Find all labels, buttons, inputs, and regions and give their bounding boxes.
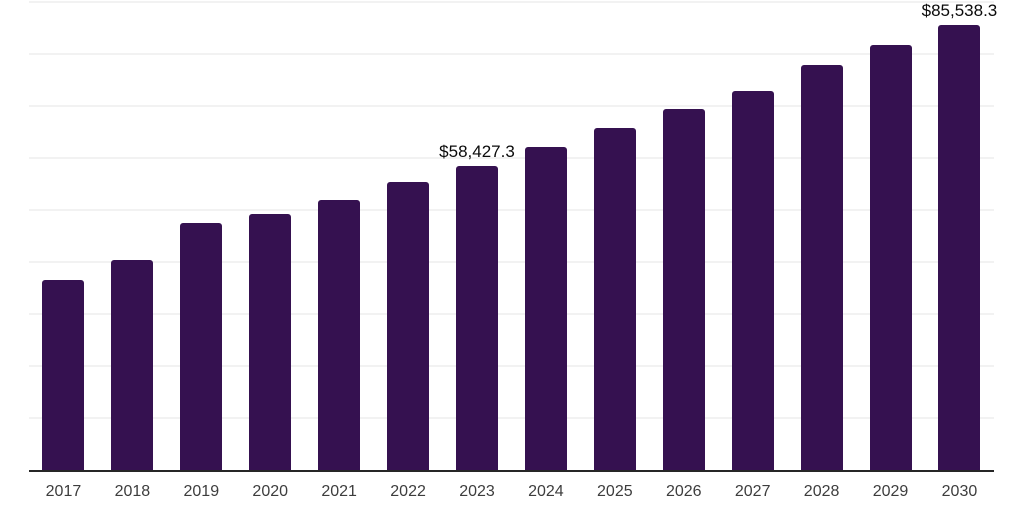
bar-value-label-2030: $85,538.3 <box>921 1 998 21</box>
gridline <box>29 365 994 367</box>
bar-2018 <box>111 260 154 470</box>
bar-2017 <box>42 279 85 470</box>
x-tick-label-2020: 2020 <box>252 483 289 500</box>
x-tick-label-2024: 2024 <box>528 483 564 500</box>
bar-slot-2027 <box>718 2 787 470</box>
gridline <box>29 53 994 55</box>
x-tick-label-2027: 2027 <box>734 483 771 500</box>
x-tick-label-2022: 2022 <box>390 483 426 500</box>
x-tick-label-2028: 2028 <box>803 483 840 500</box>
bar-slot-2030: $85,538.3 <box>922 1 997 470</box>
bar-2024 <box>524 147 567 470</box>
x-tick-label-2017: 2017 <box>45 483 82 500</box>
bar-slot-2018 <box>98 2 167 470</box>
gridline <box>29 209 994 211</box>
gridline <box>29 261 994 263</box>
bar-2026 <box>662 109 705 470</box>
x-tick-label-2019: 2019 <box>183 483 220 500</box>
bar-slot-2021 <box>305 2 374 470</box>
gridline <box>29 105 994 107</box>
plot-area: $58,427.3 $85,538.3 <box>29 1 997 472</box>
bar-slot-2029 <box>856 2 925 470</box>
bars-layer: $58,427.3 $85,538.3 <box>29 1 997 470</box>
bar-slot-2017 <box>29 2 98 470</box>
x-tick-label-2029: 2029 <box>872 483 909 500</box>
gridline <box>29 157 994 159</box>
bar-slot-2024 <box>511 2 580 470</box>
x-tick-label-2025: 2025 <box>597 483 633 500</box>
x-axis-labels: 2017 2018 2019 2020 2021 2022 2023 2024 2025 2026… <box>29 482 994 502</box>
gridline <box>29 1 994 3</box>
x-axis-line <box>29 470 994 472</box>
gridline <box>29 313 994 315</box>
bar-slot-2023: $58,427.3 <box>439 2 515 470</box>
bar-slot-2020 <box>236 2 305 470</box>
bar-slot-2025 <box>580 2 649 470</box>
x-tick-label-2021: 2021 <box>321 483 357 500</box>
x-tick-label-2018: 2018 <box>114 483 151 500</box>
gridline <box>29 417 994 419</box>
x-tick-label-2023: 2023 <box>459 483 495 500</box>
bar-value-label-2023: $58,427.3 <box>439 142 515 162</box>
bar-2022 <box>387 182 430 470</box>
bar-slot-2026 <box>649 2 718 470</box>
bar-2019 <box>180 223 223 470</box>
bar-slot-2019 <box>167 2 236 470</box>
bar-2029 <box>869 45 912 470</box>
bar-slot-2028 <box>787 2 856 470</box>
bar-2027 <box>731 90 774 470</box>
bar-2023 <box>455 166 498 470</box>
bar-2028 <box>800 64 843 470</box>
bar-2021 <box>318 200 361 470</box>
x-tick-label-2026: 2026 <box>665 483 702 500</box>
bar-2030 <box>938 25 981 470</box>
x-tick-label-2030: 2030 <box>941 483 978 500</box>
bar-2020 <box>249 213 292 470</box>
bar-2025 <box>593 128 636 470</box>
gridlines-layer <box>29 1 994 470</box>
bar-slot-2022 <box>374 2 443 470</box>
